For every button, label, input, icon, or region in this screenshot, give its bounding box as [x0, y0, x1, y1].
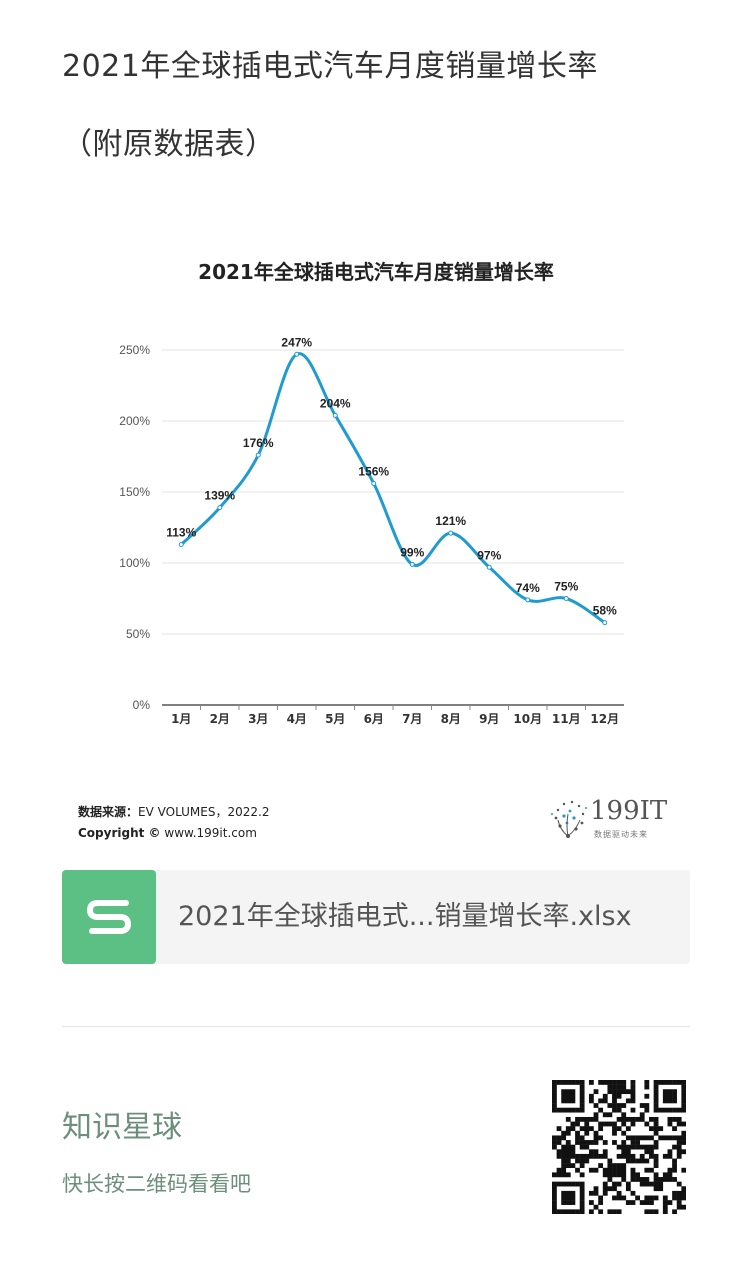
line-chart: 0% 50% 100% 150% 200% 250% 1月 2月 3月 4月 5月 6月 7月 8月 9月 1… [119, 335, 624, 726]
data-point [448, 530, 454, 536]
file-name: 2021年全球插电式...销量增长率.xlsx [178, 901, 632, 932]
footer-title: 知识星球 [62, 1110, 182, 1145]
data-label: 176% [243, 436, 274, 450]
source-value: EV VOLUMES，2022.2 [138, 805, 270, 819]
copyright-label: Copyright © [78, 826, 161, 840]
source-label: 数据来源： [78, 805, 139, 819]
y-tick-label: 100% [119, 556, 150, 570]
page-title: 2021年全球插电式汽车月度销量增长率 （附原数据表） [62, 28, 702, 184]
data-label: 75% [554, 580, 578, 594]
data-point [217, 505, 223, 511]
data-point [563, 596, 569, 601]
series-line [179, 352, 607, 625]
data-point [486, 564, 492, 570]
y-tick-label: 0% [133, 698, 151, 712]
data-label: 204% [320, 396, 351, 410]
chart-source: 数据来源：EV VOLUMES，2022.2 Copyright © www.1… [78, 802, 269, 844]
y-tick-label: 50% [126, 627, 150, 641]
footer-subtitle: 快长按二维码看看吧 [62, 1172, 251, 1196]
x-tick-label: 11月 [552, 712, 581, 726]
data-point [409, 561, 415, 567]
data-label: 121% [435, 514, 466, 528]
data-point [525, 597, 531, 603]
chart-title: 2021年全球插电式汽车月度销量增长率 [198, 260, 554, 284]
y-tick-label: 200% [119, 414, 150, 428]
spreadsheet-s-icon [62, 870, 156, 964]
x-tick-label: 2月 [210, 712, 230, 726]
data-point [332, 412, 338, 418]
data-point [602, 620, 608, 626]
data-label: 139% [204, 489, 235, 503]
data-label: 247% [281, 335, 312, 349]
data-point [255, 452, 261, 458]
x-tick-label: 1月 [171, 712, 191, 726]
x-tick-label: 9月 [479, 712, 499, 726]
x-tick-label: 10月 [513, 712, 542, 726]
dandelion-icon [551, 800, 587, 838]
x-tick-label: 12月 [590, 712, 619, 726]
brand-tagline: 数据驱动未来 [594, 830, 648, 839]
attachment-file[interactable]: 2021年全球插电式...销量增长率.xlsx [62, 870, 690, 964]
divider [62, 1026, 690, 1027]
data-point [178, 542, 184, 548]
copyright-value: www.199it.com [164, 826, 257, 840]
data-point [371, 480, 377, 486]
brand-name: 199IT [590, 796, 668, 826]
data-point [294, 351, 300, 357]
x-tick-label: 8月 [441, 712, 461, 726]
chart-image: 2021年全球插电式汽车月度销量增长率 0% 50% 100% 150% 200% 250… [62, 230, 690, 850]
page-title-line2: （附原数据表） [62, 127, 276, 162]
y-tick-label: 150% [119, 485, 150, 499]
x-tick-label: 3月 [248, 712, 268, 726]
data-label: 58% [593, 604, 617, 618]
data-label: 113% [166, 526, 196, 540]
x-tick-label: 5月 [325, 712, 345, 726]
y-tick-label: 250% [119, 343, 150, 357]
data-label: 97% [477, 548, 501, 562]
x-tick-label: 7月 [402, 712, 422, 726]
data-label: 99% [400, 545, 424, 559]
brand-logo: 199IT 数据驱动未来 [546, 796, 672, 842]
page-title-line1: 2021年全球插电式汽车月度销量增长率 [62, 49, 598, 84]
x-tick-label: 4月 [287, 712, 307, 726]
qr-code[interactable] [552, 1080, 686, 1214]
data-label: 74% [516, 581, 540, 595]
x-tick-label: 6月 [364, 712, 384, 726]
data-label: 156% [358, 464, 389, 478]
